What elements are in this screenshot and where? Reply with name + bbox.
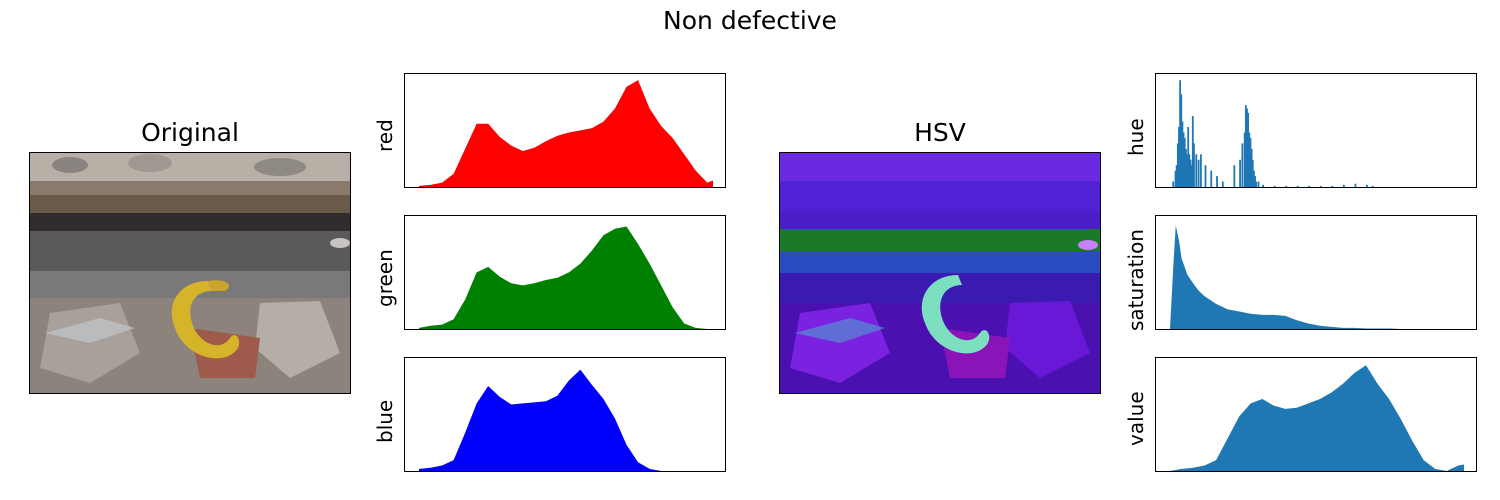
- hue-bar: [1195, 154, 1198, 187]
- value-area: [1170, 365, 1464, 471]
- red-ylabel: red: [373, 119, 397, 152]
- hue-bar: [1296, 185, 1299, 187]
- hue-bar: [1319, 185, 1322, 187]
- hue-bar: [1210, 170, 1213, 187]
- hue-bar: [1182, 132, 1185, 187]
- original-image-drawing: [30, 153, 350, 393]
- hue-bar: [1239, 159, 1241, 187]
- original-image: [29, 152, 351, 394]
- hue-histogram: [1155, 73, 1477, 188]
- hue-bar: [1189, 159, 1192, 187]
- hue-bar: [1243, 132, 1246, 187]
- hue-bar: [1188, 154, 1191, 187]
- hue-bar: [1371, 185, 1374, 187]
- hue-bar: [1247, 112, 1250, 187]
- hue-bar: [1257, 181, 1260, 187]
- hue-bar: [1354, 183, 1357, 187]
- hue-bar: [1181, 121, 1184, 187]
- green-ylabel: green: [373, 249, 397, 307]
- hue-bar: [1190, 165, 1193, 187]
- hue-bar: [1285, 185, 1288, 187]
- hue-bar: [1248, 132, 1251, 187]
- saturation-histogram: [1155, 215, 1477, 330]
- hue-ylabel: hue: [1124, 118, 1148, 156]
- hue-bar: [1308, 185, 1311, 187]
- hsv-panel-title: HSV: [914, 118, 966, 147]
- saturation-ylabel: saturation: [1124, 229, 1148, 331]
- hue-bar: [1178, 127, 1180, 187]
- hue-bar: [1241, 143, 1244, 187]
- hue-bar: [1216, 176, 1218, 187]
- figure-title: Non defective: [663, 6, 837, 35]
- blue-area: [419, 369, 713, 471]
- value-histogram-plot: [1170, 365, 1464, 471]
- hue-histogram-plot: [1172, 80, 1374, 187]
- hue-bar: [1221, 181, 1224, 187]
- hue-bar: [1253, 170, 1255, 187]
- hue-bar: [1183, 137, 1186, 187]
- blue-histogram: [404, 357, 726, 472]
- hue-bar: [1184, 148, 1187, 187]
- blue-ylabel: blue: [373, 399, 397, 443]
- hue-bar: [1187, 127, 1190, 187]
- hue-bar: [1186, 154, 1188, 187]
- value-histogram: [1155, 357, 1477, 472]
- red-area: [419, 80, 713, 187]
- hue-bar: [1342, 184, 1345, 187]
- green-area: [419, 226, 713, 329]
- hue-bar: [1255, 181, 1258, 187]
- hue-bar: [1191, 116, 1194, 187]
- saturation-histogram-plot: [1170, 225, 1464, 329]
- hue-bar: [1246, 108, 1248, 187]
- hue-bar: [1172, 181, 1175, 187]
- hue-bar: [1199, 154, 1202, 187]
- hue-bar: [1197, 159, 1200, 187]
- hue-bar: [1262, 184, 1265, 187]
- hue-bar: [1331, 185, 1334, 187]
- hue-bar: [1233, 165, 1236, 187]
- blue-histogram-plot: [419, 369, 713, 471]
- saturation-area: [1170, 225, 1464, 329]
- hue-bar: [1273, 185, 1276, 187]
- hue-bar: [1251, 159, 1254, 187]
- hue-bar: [1254, 176, 1256, 187]
- hue-bar: [1244, 105, 1247, 187]
- value-ylabel: value: [1124, 391, 1148, 446]
- hue-bar: [1175, 165, 1178, 187]
- red-histogram: [404, 73, 726, 188]
- hue-bar: [1366, 184, 1368, 187]
- hue-bar: [1174, 170, 1177, 187]
- hue-bar: [1179, 80, 1182, 187]
- hue-bar: [1249, 137, 1252, 187]
- hue-bar: [1176, 143, 1179, 187]
- original-panel-title: Original: [141, 118, 239, 147]
- red-histogram-plot: [419, 80, 713, 187]
- hue-bar: [1204, 165, 1207, 187]
- hsv-image-drawing: [780, 153, 1100, 393]
- hue-bar: [1250, 148, 1253, 187]
- hue-bar: [1180, 94, 1183, 187]
- hue-bar: [1193, 143, 1195, 187]
- hsv-image: [779, 152, 1101, 394]
- green-histogram: [404, 215, 726, 330]
- green-histogram-plot: [419, 226, 713, 329]
